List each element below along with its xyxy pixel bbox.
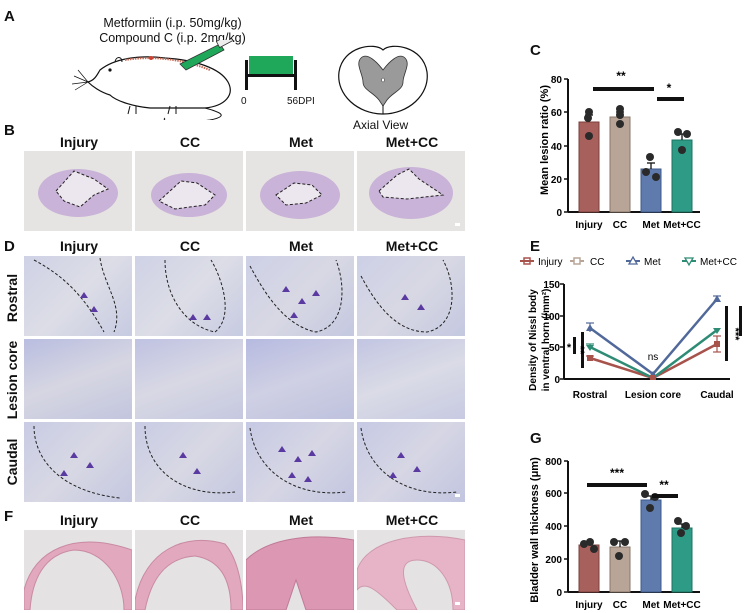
panel-b-image-cc: [135, 151, 243, 231]
panel-d-core-cc: [135, 339, 243, 419]
panel-d-rostral-met: [246, 256, 354, 336]
panel-b-col-met: Met: [288, 134, 314, 150]
panel-d-col-cc: CC: [179, 238, 201, 254]
svg-text:Injury: Injury: [575, 220, 603, 231]
panel-f-col-met-cc: Met+CC: [385, 512, 439, 528]
svg-text:Met+CC: Met+CC: [663, 600, 701, 611]
panel-d-core-met-cc: [357, 339, 465, 419]
panel-d-caudal-met-cc: [357, 422, 465, 502]
panel-d-col-met: Met: [288, 238, 314, 254]
panel-f-image-cc: [135, 530, 243, 610]
svg-text:***: ***: [729, 328, 741, 342]
svg-text:*: *: [567, 342, 572, 354]
timeline-start-label: 0: [241, 96, 247, 107]
panel-f-col-met: Met: [288, 512, 314, 528]
svg-text:**: **: [574, 346, 586, 355]
drug-line-metformin: Metformiin (i.p. 50mg/kg): [103, 16, 242, 30]
panel-d-rostral-cc: [135, 256, 243, 336]
panel-a-label: A: [4, 8, 15, 25]
panel-g-label: G: [530, 430, 542, 447]
svg-text:*: *: [667, 81, 672, 95]
panel-b-col-cc: CC: [179, 134, 201, 150]
panel-b-image-injury: [24, 151, 132, 231]
chart-e-nissl-density: Injury CC Met Met+CC Density of Nissl bo…: [520, 255, 744, 401]
panel-d-rostral-injury: [24, 256, 132, 336]
chart-c-ylabel: Mean lesion ratio (%): [539, 85, 551, 195]
timeline-axis: [245, 74, 297, 77]
svg-text:150: 150: [543, 280, 560, 291]
svg-text:Caudal: Caudal: [700, 390, 734, 401]
svg-text:CC: CC: [613, 600, 627, 611]
drug-line-compound-c: Compound C (i.p. 2mg/kg): [99, 31, 246, 45]
svg-text:0: 0: [554, 375, 560, 386]
timeline-end-label: 56DPI: [287, 96, 315, 107]
axial-view-label: Axial View: [353, 118, 409, 132]
svg-text:CC: CC: [590, 257, 604, 268]
svg-text:**: **: [659, 478, 669, 492]
panel-d-caudal-met: [246, 422, 354, 502]
chart-e-ylabel-line2: in ventral horn (/mm²): [541, 289, 552, 392]
mouse-injection-illustration: [71, 40, 237, 120]
svg-text:Lesion core: Lesion core: [625, 390, 682, 401]
panel-d-row-rostral: Rostral: [4, 273, 20, 323]
svg-text:60: 60: [551, 108, 563, 119]
svg-text:Met+CC: Met+CC: [700, 257, 737, 268]
panel-f-label: F: [4, 508, 14, 525]
svg-text:0: 0: [556, 588, 562, 599]
treatment-bar: [249, 56, 293, 74]
svg-text:400: 400: [545, 522, 562, 533]
spinal-cord-axial-diagram: [338, 45, 428, 115]
panel-f-col-cc: CC: [179, 512, 201, 528]
panel-f-image-met: [246, 530, 354, 610]
svg-text:Injury: Injury: [575, 600, 603, 611]
svg-text:Injury: Injury: [538, 257, 562, 268]
panel-b-col-met-cc: Met+CC: [385, 134, 439, 150]
panel-b-image-met-cc: [357, 151, 465, 231]
panel-d-caudal-injury: [24, 422, 132, 502]
panel-d-caudal-cc: [135, 422, 243, 502]
drug-description: Metformiin (i.p. 50mg/kg) Compound C (i.…: [95, 16, 250, 46]
panel-b-label: B: [4, 122, 15, 139]
chart-g-bladder-thickness: Bladder wall thickness (μm) 0 200 400 60…: [529, 457, 701, 611]
svg-text:40: 40: [551, 142, 563, 153]
svg-text:200: 200: [545, 555, 562, 566]
svg-text:***: ***: [610, 466, 624, 480]
panel-b-image-met: [246, 151, 354, 231]
svg-text:100: 100: [543, 312, 560, 323]
svg-text:0: 0: [556, 208, 562, 219]
svg-text:CC: CC: [613, 220, 627, 231]
panel-c-label: C: [530, 42, 541, 59]
svg-text:50: 50: [549, 343, 561, 354]
panel-d-core-met: [246, 339, 354, 419]
svg-text:Met+CC: Met+CC: [663, 220, 701, 231]
panel-d-rostral-met-cc: [357, 256, 465, 336]
panel-d-label: D: [4, 238, 15, 255]
chart-e-ylabel-line1: Density of Nissl body: [528, 289, 539, 391]
panel-d-row-lesion-core: Lesion core: [4, 340, 20, 420]
panel-d-col-injury: Injury: [59, 238, 99, 254]
svg-text:Met: Met: [642, 220, 660, 231]
panel-d-col-met-cc: Met+CC: [385, 238, 439, 254]
panel-f-col-injury: Injury: [59, 512, 99, 528]
svg-text:Met: Met: [642, 600, 660, 611]
chart-c-lesion-ratio: Mean lesion ratio (%) 0 20 40 60 80 ** *…: [539, 69, 701, 231]
svg-text:800: 800: [545, 457, 562, 468]
panel-d-row-caudal: Caudal: [4, 438, 20, 486]
chart-e-legend: Injury CC Met Met+CC: [520, 255, 737, 268]
panel-b-col-injury: Injury: [59, 134, 99, 150]
panel-f-image-met-cc: [357, 530, 465, 610]
svg-text:20: 20: [551, 175, 563, 186]
svg-text:80: 80: [551, 75, 563, 86]
svg-text:**: **: [616, 69, 626, 83]
panel-e-label: E: [530, 238, 541, 255]
svg-text:600: 600: [545, 489, 562, 500]
svg-text:Met: Met: [644, 257, 661, 268]
svg-text:ns: ns: [648, 352, 659, 363]
panel-f-image-injury: [24, 530, 132, 610]
panel-d-core-injury: [24, 339, 132, 419]
svg-text:Rostral: Rostral: [573, 390, 608, 401]
chart-g-ylabel: Bladder wall thickness (μm): [529, 457, 541, 603]
